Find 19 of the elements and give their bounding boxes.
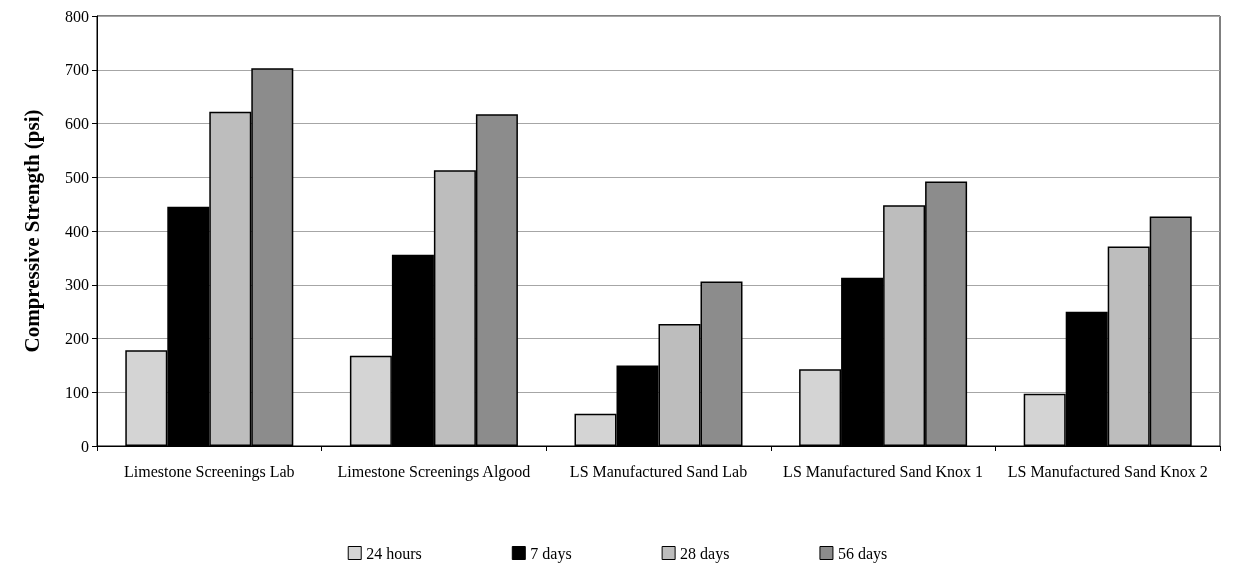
- legend-label: 24 hours: [366, 544, 422, 562]
- legend-label: 28 days: [680, 544, 730, 563]
- x-tick-label: LS Manufactured Sand Lab: [569, 462, 748, 480]
- legend-label: 7 days: [530, 544, 572, 563]
- y-axis-title: Compressive Strength (psi): [19, 109, 44, 353]
- y-tick-label: 0: [81, 437, 89, 455]
- y-tick-label: 400: [65, 222, 89, 240]
- y-tick-label: 600: [65, 115, 89, 132]
- x-tick-label: LS Manufactured Sand Knox 2: [1007, 462, 1208, 480]
- x-tick-label: Limestone Screenings Algood: [337, 462, 531, 481]
- x-tick-label: LS Manufactured Sand Knox 1: [783, 462, 984, 480]
- x-tick-label: Limestone Screenings Lab: [123, 462, 295, 481]
- y-tick-label: 300: [65, 276, 89, 294]
- y-tick-label: 500: [65, 168, 89, 186]
- y-tick-label: 700: [65, 61, 89, 79]
- y-tick-label: 200: [65, 330, 89, 347]
- y-tick-label: 100: [65, 383, 89, 401]
- y-tick-label: 800: [65, 7, 89, 25]
- legend-label: 56 days: [837, 544, 888, 563]
